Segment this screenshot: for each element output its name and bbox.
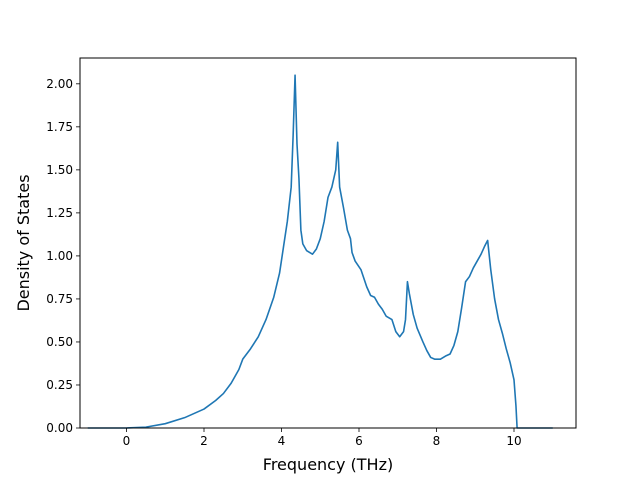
x-tick-label: 4 bbox=[278, 434, 286, 448]
y-tick-label: 0.50 bbox=[46, 335, 73, 349]
y-tick-label: 0.75 bbox=[46, 292, 73, 306]
plot-content bbox=[87, 74, 553, 429]
x-tick-label: 0 bbox=[123, 434, 131, 448]
y-axis-ticks: 0.00 0.25 0.50 0.75 1.00 1.25 1.50 1.75 2.00 bbox=[46, 77, 80, 435]
x-axis-label: Frequency (THz) bbox=[263, 455, 393, 474]
x-tick-label: 6 bbox=[355, 434, 363, 448]
x-axis-ticks: 0 2 4 6 8 10 bbox=[123, 428, 522, 448]
x-tick-label: 2 bbox=[200, 434, 208, 448]
dos-series-line bbox=[87, 74, 553, 429]
plot-frame bbox=[79, 57, 577, 429]
y-tick-label: 1.00 bbox=[46, 249, 73, 263]
y-tick-label: 0.00 bbox=[46, 421, 73, 435]
x-tick-label: 8 bbox=[433, 434, 441, 448]
x-tick-label: 10 bbox=[506, 434, 521, 448]
y-tick-label: 0.25 bbox=[46, 378, 73, 392]
plot-background bbox=[80, 58, 576, 428]
y-axis-label: Density of States bbox=[14, 174, 33, 311]
y-tick-label: 1.50 bbox=[46, 163, 73, 177]
y-tick-label: 1.75 bbox=[46, 120, 73, 134]
y-tick-label: 1.25 bbox=[46, 206, 73, 220]
y-tick-label: 2.00 bbox=[46, 77, 73, 91]
